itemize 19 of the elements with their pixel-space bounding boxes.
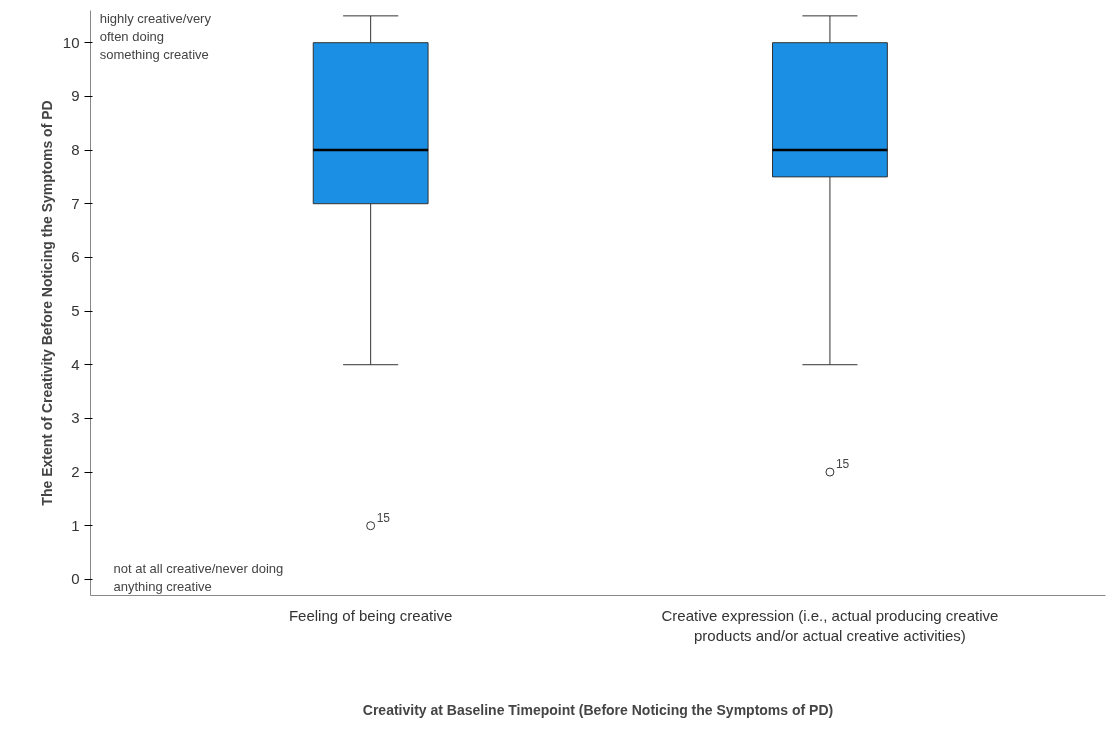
annotation: 15 — [835, 457, 850, 472]
annotation: highly creative/very often doing something creative — [99, 11, 212, 63]
y-tick-label: 3 — [71, 409, 80, 427]
annotation: 15 — [376, 510, 391, 525]
y-axis-title: The Extent of Creativity Before Noticing the Symptoms of PD — [38, 100, 55, 506]
x-axis-title: Creativity at Baseline Timepoint (Before Noticing the Symptoms of PD) — [362, 701, 834, 718]
y-tick-label: 8 — [71, 141, 80, 159]
y-tick-label: 4 — [71, 355, 80, 373]
y-tick-label: 5 — [71, 302, 80, 320]
annotation: not at all creative/never doing anything creative — [113, 561, 284, 595]
y-tick-label: 0 — [71, 570, 80, 588]
y-tick-label: 1 — [71, 516, 80, 534]
y-tick-label: 7 — [71, 194, 80, 212]
x-tick-label: Creative expression (i.e., actual producing creative products and/or actual creative activities) — [661, 606, 999, 644]
y-tick-label: 6 — [71, 248, 80, 266]
x-tick-label: Feeling of being creative — [288, 606, 453, 624]
y-tick-label: 2 — [71, 463, 80, 481]
y-tick-label: 9 — [71, 87, 80, 105]
y-tick-label: 10 — [62, 33, 80, 51]
